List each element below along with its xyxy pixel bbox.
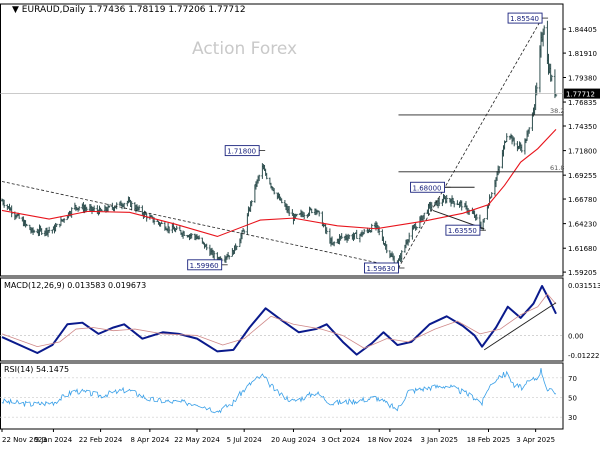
price-annotation-box [410,181,446,193]
price-annotation-label: 1.85540 [510,15,539,23]
rsi-y-tick-label: 30 [568,414,577,422]
macd-y-tick-label: -0.012223 [568,352,600,360]
collapse-triangle-icon: ▼ [12,5,22,15]
price-y-tick-label: 1.59205 [568,269,597,277]
x-tick-label: 20 Aug 2024 [271,436,316,444]
price-annotation-box [445,224,481,236]
price-trendline [398,17,543,269]
x-tick-label: 18 Feb 2025 [467,436,511,444]
current-price-label: 1.77712 [566,91,595,99]
price-annotation-box [507,12,543,24]
price-panel: 1.84405 1.81910 1.79380 1.76835 1.74350 1.718… [0,12,600,277]
price-panel-border [0,3,564,277]
price-bars [0,20,558,270]
current-price-box [564,88,600,99]
macd-signal-line [1,293,557,349]
price-y-tick-label: 1.64230 [568,221,597,229]
price-y-tick-label: 1.81910 [568,50,597,58]
price-annotation-box [187,259,223,271]
x-tick-label: 8 Apr 2024 [130,436,169,444]
price-annotation-label: 1.63550 [448,227,477,235]
price-y-tick-label: 1.66780 [568,196,597,204]
x-tick-label: 22 Feb 2024 [79,436,123,444]
macd-panel-border [0,277,564,362]
fibonacci-level-label: 38.2 [550,107,564,115]
macd-trendline [483,302,557,351]
price-annotation-label: 1.71800 [227,148,256,156]
macd-y-tick-label: 0.00 [568,332,584,340]
x-tick-label: 9 Jan 2024 [35,436,73,444]
rsi-panel: 70 50 30 [0,368,577,422]
price-annotation-label: 1.68000 [413,184,442,192]
fibonacci-level-label: 61.8 [550,164,564,172]
price-y-tick-label: 1.79380 [568,74,597,82]
price-y-tick-label: 1.76835 [568,99,597,107]
x-tick-label: 5 Jul 2024 [227,436,263,444]
price-y-tick-label: 1.61680 [568,245,597,253]
rsi-y-tick-label: 50 [568,394,577,402]
price-y-tick-label: 1.84405 [568,26,597,34]
watermark: Action Forex [192,39,297,59]
moving-average-line [1,129,557,238]
price-annotation-label: 1.59630 [366,265,395,273]
macd-title: MACD(12,26,9) 0.013583 0.019673 [4,281,146,290]
x-tick-label: 18 Nov 2024 [367,436,412,444]
rsi-line [1,368,557,414]
x-tick-label: 22 Nov 2023 [2,436,47,444]
price-annotation-box [224,145,260,157]
macd-y-tick-label: 0.031513 [568,282,600,290]
macd-line [1,284,557,356]
rsi-y-tick-label: 70 [568,375,577,383]
price-y-tick-label: 1.69255 [568,172,597,180]
x-tick-label: 3 Apr 2025 [516,436,555,444]
x-tick-label: 22 May 2024 [174,436,220,444]
x-tick-label: 3 Jan 2025 [420,436,458,444]
rsi-title: RSI(14) 54.1475 [4,365,69,374]
chart-frame [0,3,564,430]
price-annotation-box [364,262,399,274]
price-y-tick-label: 1.71800 [568,148,597,156]
chart-title: ▼ EURAUD,Daily 1.77436 1.78119 1.77206 1… [12,5,246,15]
price-trendline [1,181,399,268]
price-annotation-label: 1.59960 [190,262,219,270]
x-tick-label: 3 Oct 2024 [321,436,360,444]
rsi-panel-border [0,362,564,430]
macd-panel: 0.031513 0.00 -0.012223 [0,282,600,360]
price-y-tick-label: 1.74350 [568,123,597,131]
